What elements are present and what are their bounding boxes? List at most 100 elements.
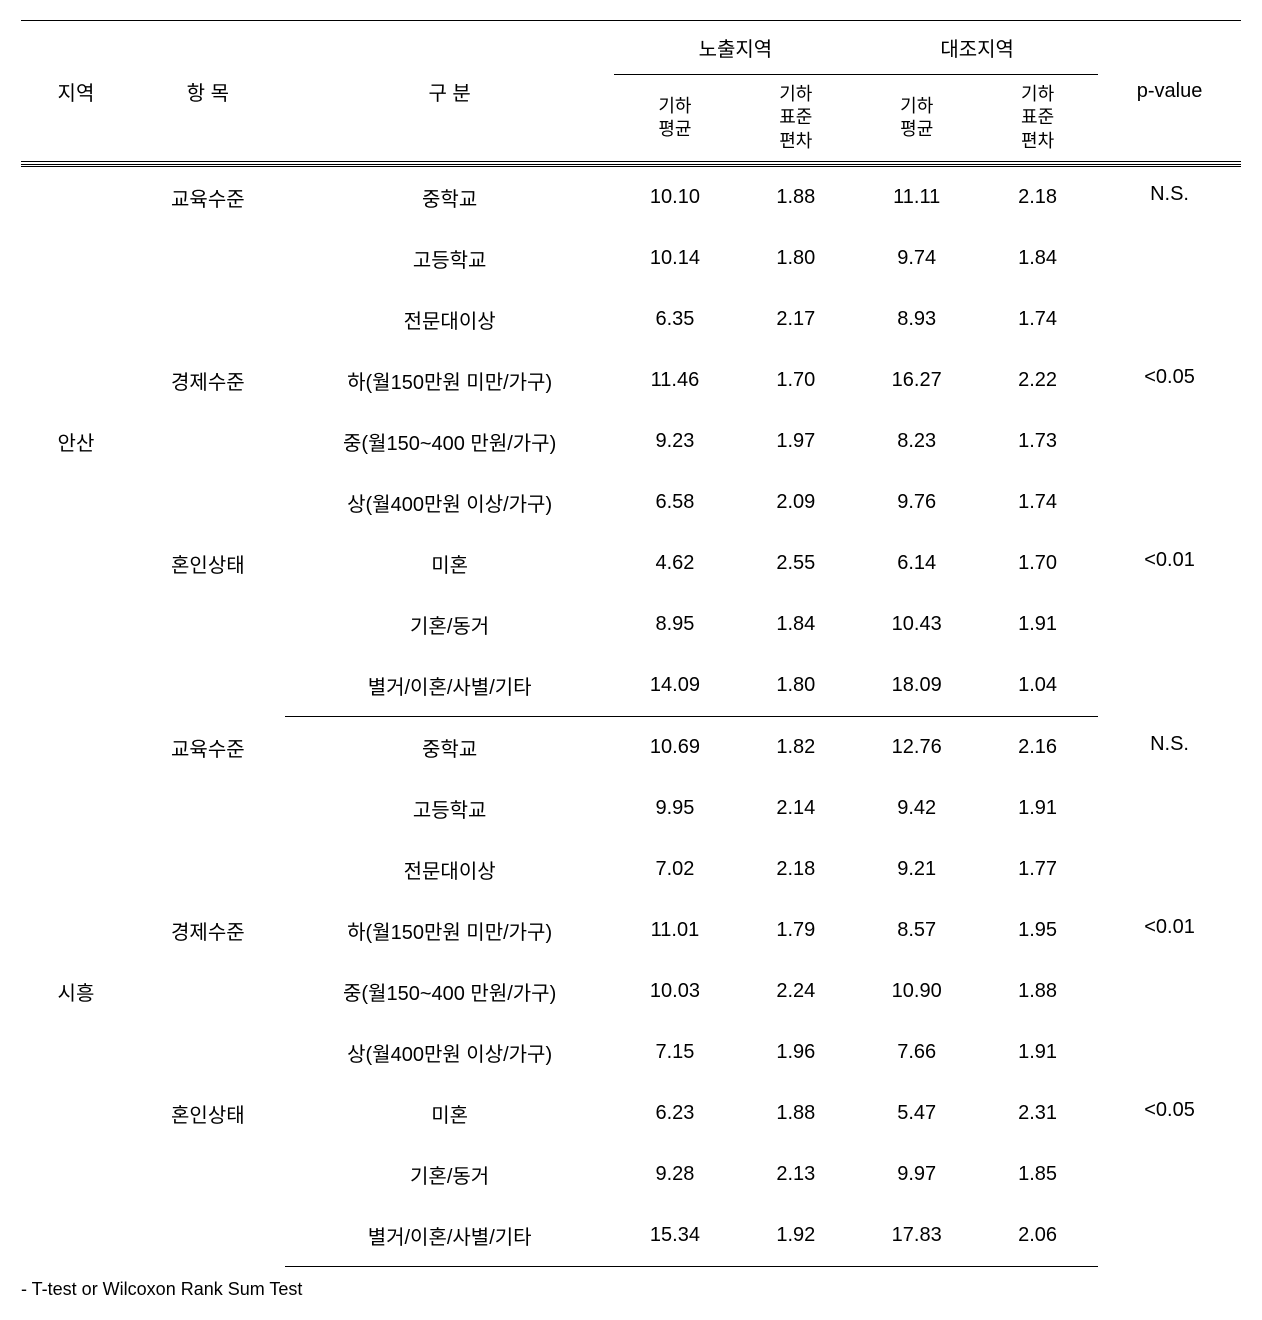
header-category: 항 목	[131, 21, 285, 162]
value-cell: 6.23	[614, 1083, 735, 1144]
subcategory-cell: 고등학교	[285, 228, 615, 289]
value-cell: 1.77	[977, 839, 1098, 900]
value-cell: 7.66	[856, 1022, 977, 1083]
value-cell: 1.85	[977, 1144, 1098, 1205]
header-ctrl-mean: 기하평균	[856, 75, 977, 162]
value-cell: 10.90	[856, 961, 977, 1022]
value-cell: 1.95	[977, 900, 1098, 961]
value-cell: 7.15	[614, 1022, 735, 1083]
value-cell: 1.91	[977, 778, 1098, 839]
value-cell: 1.84	[977, 228, 1098, 289]
value-cell: 1.73	[977, 411, 1098, 472]
value-cell: 1.88	[735, 166, 856, 229]
value-cell: 1.70	[735, 350, 856, 411]
category-cell: 교육수준	[131, 717, 285, 901]
subcategory-cell: 하(월150만원 미만/가구)	[285, 900, 615, 961]
header-pvalue: p-value	[1098, 21, 1241, 162]
value-cell: 1.79	[735, 900, 856, 961]
value-cell: 9.74	[856, 228, 977, 289]
value-cell: 8.95	[614, 594, 735, 655]
subcategory-cell: 상(월400만원 이상/가구)	[285, 472, 615, 533]
value-cell: 1.74	[977, 289, 1098, 350]
value-cell: 1.91	[977, 594, 1098, 655]
header-region: 지역	[21, 21, 131, 162]
table-row: 경제수준하(월150만원 미만/가구)11.461.7016.272.22<0.…	[21, 350, 1241, 411]
category-cell: 경제수준	[131, 350, 285, 533]
value-cell: 2.55	[735, 533, 856, 594]
table-row: 혼인상태미혼6.231.885.472.31<0.05	[21, 1083, 1241, 1144]
table-body: 안산교육수준중학교10.101.8811.112.18N.S.고등학교10.14…	[21, 166, 1241, 1267]
subcategory-cell: 전문대이상	[285, 839, 615, 900]
header-exp-mean: 기하평균	[614, 75, 735, 162]
table-row: 시흥교육수준중학교10.691.8212.762.16N.S.	[21, 717, 1241, 779]
region-cell: 안산	[21, 166, 131, 717]
value-cell: 1.88	[735, 1083, 856, 1144]
value-cell: 10.14	[614, 228, 735, 289]
value-cell: 9.76	[856, 472, 977, 533]
value-cell: 8.93	[856, 289, 977, 350]
value-cell: 9.97	[856, 1144, 977, 1205]
value-cell: 8.23	[856, 411, 977, 472]
value-cell: 14.09	[614, 655, 735, 717]
value-cell: 1.04	[977, 655, 1098, 717]
table-row: 혼인상태미혼4.622.556.141.70<0.01	[21, 533, 1241, 594]
value-cell: 1.96	[735, 1022, 856, 1083]
value-cell: 2.18	[735, 839, 856, 900]
subcategory-cell: 상(월400만원 이상/가구)	[285, 1022, 615, 1083]
value-cell: 2.16	[977, 717, 1098, 779]
value-cell: 7.02	[614, 839, 735, 900]
header-control-group: 대조지역	[856, 21, 1098, 75]
value-cell: 10.69	[614, 717, 735, 779]
subcategory-cell: 중학교	[285, 166, 615, 229]
value-cell: 10.03	[614, 961, 735, 1022]
category-cell: 경제수준	[131, 900, 285, 1083]
subcategory-cell: 고등학교	[285, 778, 615, 839]
value-cell: 1.91	[977, 1022, 1098, 1083]
header-ctrl-sd: 기하표준편차	[977, 75, 1098, 162]
value-cell: 1.82	[735, 717, 856, 779]
value-cell: 10.43	[856, 594, 977, 655]
table-row: 안산교육수준중학교10.101.8811.112.18N.S.	[21, 166, 1241, 229]
table-footnote: - T-test or Wilcoxon Rank Sum Test	[21, 1267, 1241, 1300]
table-row: 경제수준하(월150만원 미만/가구)11.011.798.571.95<0.0…	[21, 900, 1241, 961]
pvalue-cell: <0.05	[1098, 1083, 1241, 1267]
value-cell: 18.09	[856, 655, 977, 717]
subcategory-cell: 별거/이혼/사별/기타	[285, 1205, 615, 1267]
value-cell: 4.62	[614, 533, 735, 594]
value-cell: 2.24	[735, 961, 856, 1022]
value-cell: 2.09	[735, 472, 856, 533]
value-cell: 2.31	[977, 1083, 1098, 1144]
value-cell: 17.83	[856, 1205, 977, 1267]
category-cell: 혼인상태	[131, 1083, 285, 1267]
value-cell: 2.06	[977, 1205, 1098, 1267]
region-cell: 시흥	[21, 717, 131, 1267]
value-cell: 9.95	[614, 778, 735, 839]
value-cell: 1.88	[977, 961, 1098, 1022]
value-cell: 2.22	[977, 350, 1098, 411]
value-cell: 11.01	[614, 900, 735, 961]
table-container: 지역 항 목 구 분 노출지역 대조지역 p-value 기하평균 기하표준편차…	[21, 20, 1241, 1300]
subcategory-cell: 중(월150~400 만원/가구)	[285, 961, 615, 1022]
value-cell: 9.28	[614, 1144, 735, 1205]
value-cell: 1.80	[735, 655, 856, 717]
header-exposure-group: 노출지역	[614, 21, 856, 75]
table-header: 지역 항 목 구 분 노출지역 대조지역 p-value 기하평균 기하표준편차…	[21, 21, 1241, 166]
value-cell: 1.84	[735, 594, 856, 655]
subcategory-cell: 미혼	[285, 1083, 615, 1144]
subcategory-cell: 별거/이혼/사별/기타	[285, 655, 615, 717]
value-cell: 1.80	[735, 228, 856, 289]
value-cell: 2.18	[977, 166, 1098, 229]
value-cell: 9.21	[856, 839, 977, 900]
value-cell: 2.14	[735, 778, 856, 839]
subcategory-cell: 중(월150~400 만원/가구)	[285, 411, 615, 472]
data-table: 지역 항 목 구 분 노출지역 대조지역 p-value 기하평균 기하표준편차…	[21, 20, 1241, 1267]
value-cell: 6.35	[614, 289, 735, 350]
header-subcategory: 구 분	[285, 21, 615, 162]
pvalue-cell: <0.01	[1098, 533, 1241, 717]
value-cell: 12.76	[856, 717, 977, 779]
value-cell: 11.11	[856, 166, 977, 229]
category-cell: 혼인상태	[131, 533, 285, 717]
value-cell: 5.47	[856, 1083, 977, 1144]
category-cell: 교육수준	[131, 166, 285, 351]
value-cell: 16.27	[856, 350, 977, 411]
